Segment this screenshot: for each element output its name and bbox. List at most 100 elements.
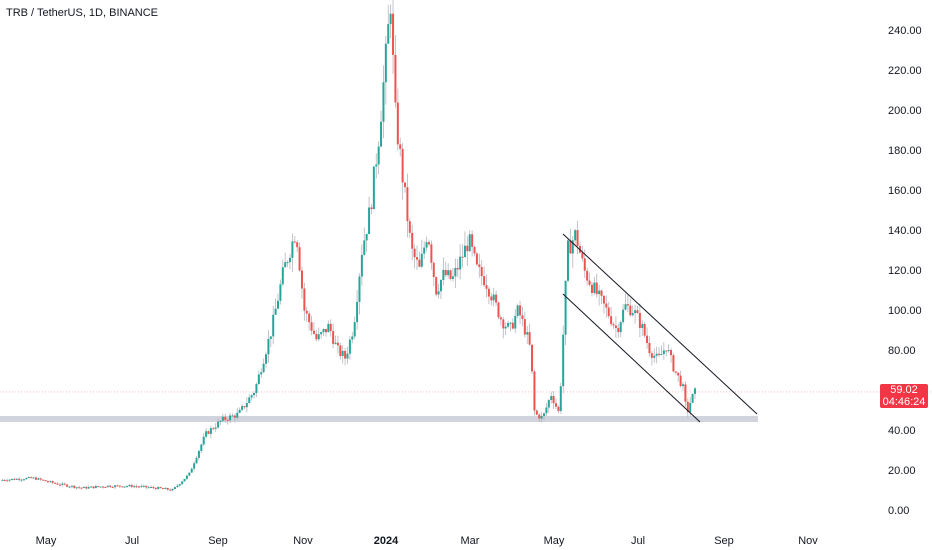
candle-body [336,342,339,346]
candle-body [202,436,205,445]
candle-body [598,290,601,295]
candle-body [279,284,282,301]
candle-body [233,415,236,418]
candle-body [138,486,140,488]
candle-body [116,485,119,487]
candle-body [404,182,407,188]
candle-body [305,310,308,314]
candle-body [600,290,603,296]
candle-body [576,230,579,246]
x-tick-label: Jul [631,535,645,547]
candle-body [466,245,469,252]
candle-body [583,258,586,271]
candle-body [368,207,371,235]
candle-body [51,481,54,483]
candle-body [439,280,442,292]
candle-body [629,305,632,316]
candle-body [449,270,452,279]
candle-body [356,301,359,323]
candle-body [181,481,184,485]
candle-body [332,331,335,344]
candle-body [142,485,145,487]
candle-body [260,372,263,375]
candle-body [54,482,57,484]
candle-body [521,315,524,320]
candle-body [334,342,337,344]
candle-body [626,304,629,306]
candle-body [463,245,466,258]
candle-body [308,313,311,323]
candle-body [121,486,124,488]
candle-body [590,284,593,293]
candle-body [619,322,622,333]
candle-body [555,403,557,407]
candle-body [425,242,428,248]
candle-body [454,267,457,277]
y-tick-label: 20.00 [888,465,916,477]
candle-body [605,303,608,308]
candle-body [406,187,409,222]
candle-body [437,291,440,295]
candle-body [161,488,164,490]
candle-body [665,350,668,352]
candle-body [531,344,534,372]
candle-body [66,484,69,487]
candle-body [543,413,546,417]
candle-body [327,323,330,333]
candle-body [624,304,627,310]
candle-body [13,478,16,480]
candle-body [430,244,433,263]
candle-body [365,234,368,241]
candle-body [516,305,519,317]
candle-body [416,257,418,260]
candle-body [535,410,538,415]
candle-body [329,323,332,332]
candle-body [269,336,272,339]
candle-body [423,247,426,254]
candle-body [238,409,241,413]
candle-body [25,477,28,480]
last-price: 59.02 [890,384,918,396]
candle-body [34,477,37,480]
candle-body [387,24,390,44]
candle-body [566,240,569,281]
candle-body [507,322,510,327]
candle-body [114,485,117,488]
candle-body [226,419,229,421]
y-tick-label: 140.00 [888,225,922,237]
candle-body [490,296,493,301]
candle-body [650,353,653,358]
candle-body [322,328,325,333]
candle-body [56,483,59,485]
candle-body [27,477,30,479]
channel-lower-line [562,293,701,423]
candle-body [291,241,294,258]
candle-body [478,264,481,268]
candle-body [413,248,416,258]
candle-body [519,305,522,316]
candle-body [499,317,502,320]
x-tick-label: May [544,535,565,547]
candle-body [296,242,299,248]
candle-body [73,485,76,488]
x-tick-label: Mar [461,535,480,547]
candle-body [533,371,536,411]
candle-body [157,487,160,490]
candle-body [6,480,9,482]
candle-body [288,257,291,263]
candles [1,0,696,492]
x-tick-label: May [36,535,57,547]
candle-body [286,262,289,264]
candle-body [229,415,232,421]
candle-body [265,354,268,364]
candle-body [358,276,361,302]
candle-body [396,102,399,145]
candle-body [209,428,212,434]
candle-body [173,487,176,490]
y-tick-label: 240.00 [888,25,922,37]
candle-body [559,386,562,411]
candle-body [631,313,634,316]
candle-body [686,401,689,413]
channel-upper-line [562,233,758,415]
